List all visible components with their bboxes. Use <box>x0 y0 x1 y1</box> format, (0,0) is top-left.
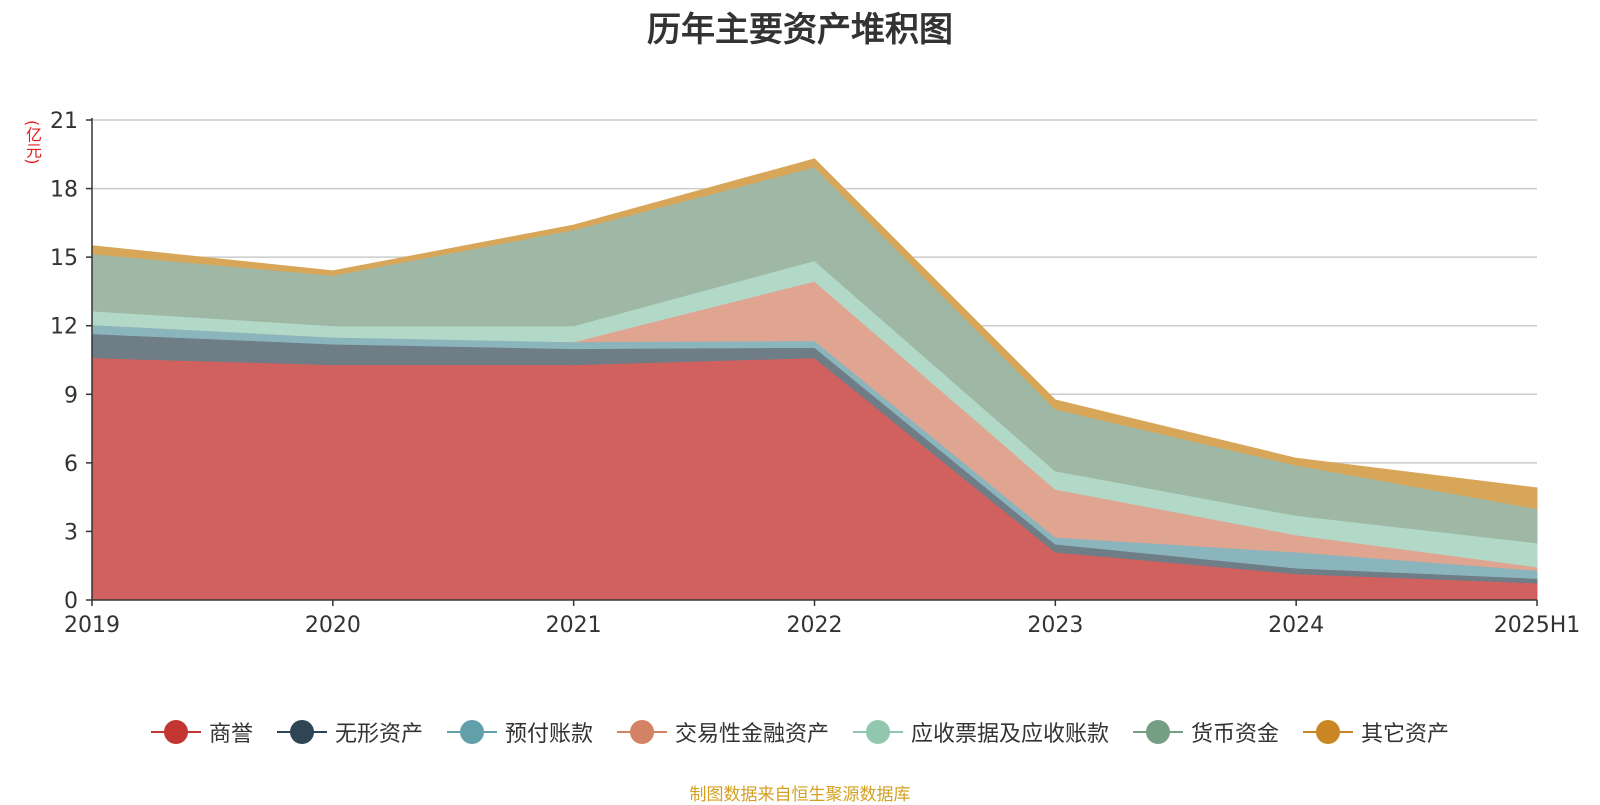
y-tick-label: 3 <box>64 520 78 545</box>
legend-marker-icon <box>1133 720 1184 744</box>
area-series-6 <box>91 158 1538 510</box>
y-tick-label: 9 <box>64 383 78 408</box>
x-tick-label: 2023 <box>1027 613 1083 638</box>
legend-item-3[interactable]: 交易性金融资产 <box>616 716 829 748</box>
legend-label: 应收票据及应收账款 <box>911 722 1110 747</box>
y-tick-label: 15 <box>50 246 78 271</box>
x-tick-label: 2022 <box>787 613 843 638</box>
legend-label: 商誉 <box>208 722 253 747</box>
legend-item-5[interactable]: 货币资金 <box>1133 716 1279 748</box>
y-axis-unit-label: (亿元) <box>23 120 42 165</box>
y-tick-label: 6 <box>64 452 78 477</box>
legend-item-2[interactable]: 预付账款 <box>446 716 593 748</box>
legend-marker-icon <box>616 720 667 744</box>
legend-marker-icon <box>1303 720 1354 744</box>
legend-label: 其它资产 <box>1361 722 1450 747</box>
legend-item-4[interactable]: 应收票据及应收账款 <box>853 716 1109 748</box>
legend-marker-icon <box>853 720 903 744</box>
legend-item-1[interactable]: 无形资产 <box>276 716 423 748</box>
chart-legend: 商誉 无形资产 预付账款 交易性金融资产 应收票据及应收账款 货币资金 其它资产 <box>0 716 1600 748</box>
x-tick-label: 2025H1 <box>1494 613 1581 638</box>
legend-item-0[interactable]: 商誉 <box>150 716 253 748</box>
legend-marker-icon <box>150 720 201 744</box>
legend-item-6[interactable]: 其它资产 <box>1303 716 1449 748</box>
x-tick-label: 2019 <box>64 613 120 638</box>
legend-label: 预付账款 <box>504 722 593 747</box>
legend-marker-icon <box>276 720 327 744</box>
x-tick-label: 2024 <box>1268 613 1324 638</box>
legend-label: 货币资金 <box>1191 722 1280 747</box>
y-tick-label: 18 <box>50 178 78 203</box>
legend-label: 无形资产 <box>334 722 423 747</box>
x-tick-label: 2020 <box>305 613 361 638</box>
data-source-note: 制图数据来自恒生聚源数据库 <box>689 785 911 805</box>
legend-label: 交易性金融资产 <box>674 722 829 747</box>
legend-marker-icon <box>446 720 497 744</box>
chart-title: 历年主要资产堆积图 <box>647 10 953 50</box>
x-tick-label: 2021 <box>546 613 602 638</box>
y-tick-label: 12 <box>50 315 78 340</box>
y-tick-label: 0 <box>64 589 78 614</box>
y-tick-label: 21 <box>50 109 78 134</box>
